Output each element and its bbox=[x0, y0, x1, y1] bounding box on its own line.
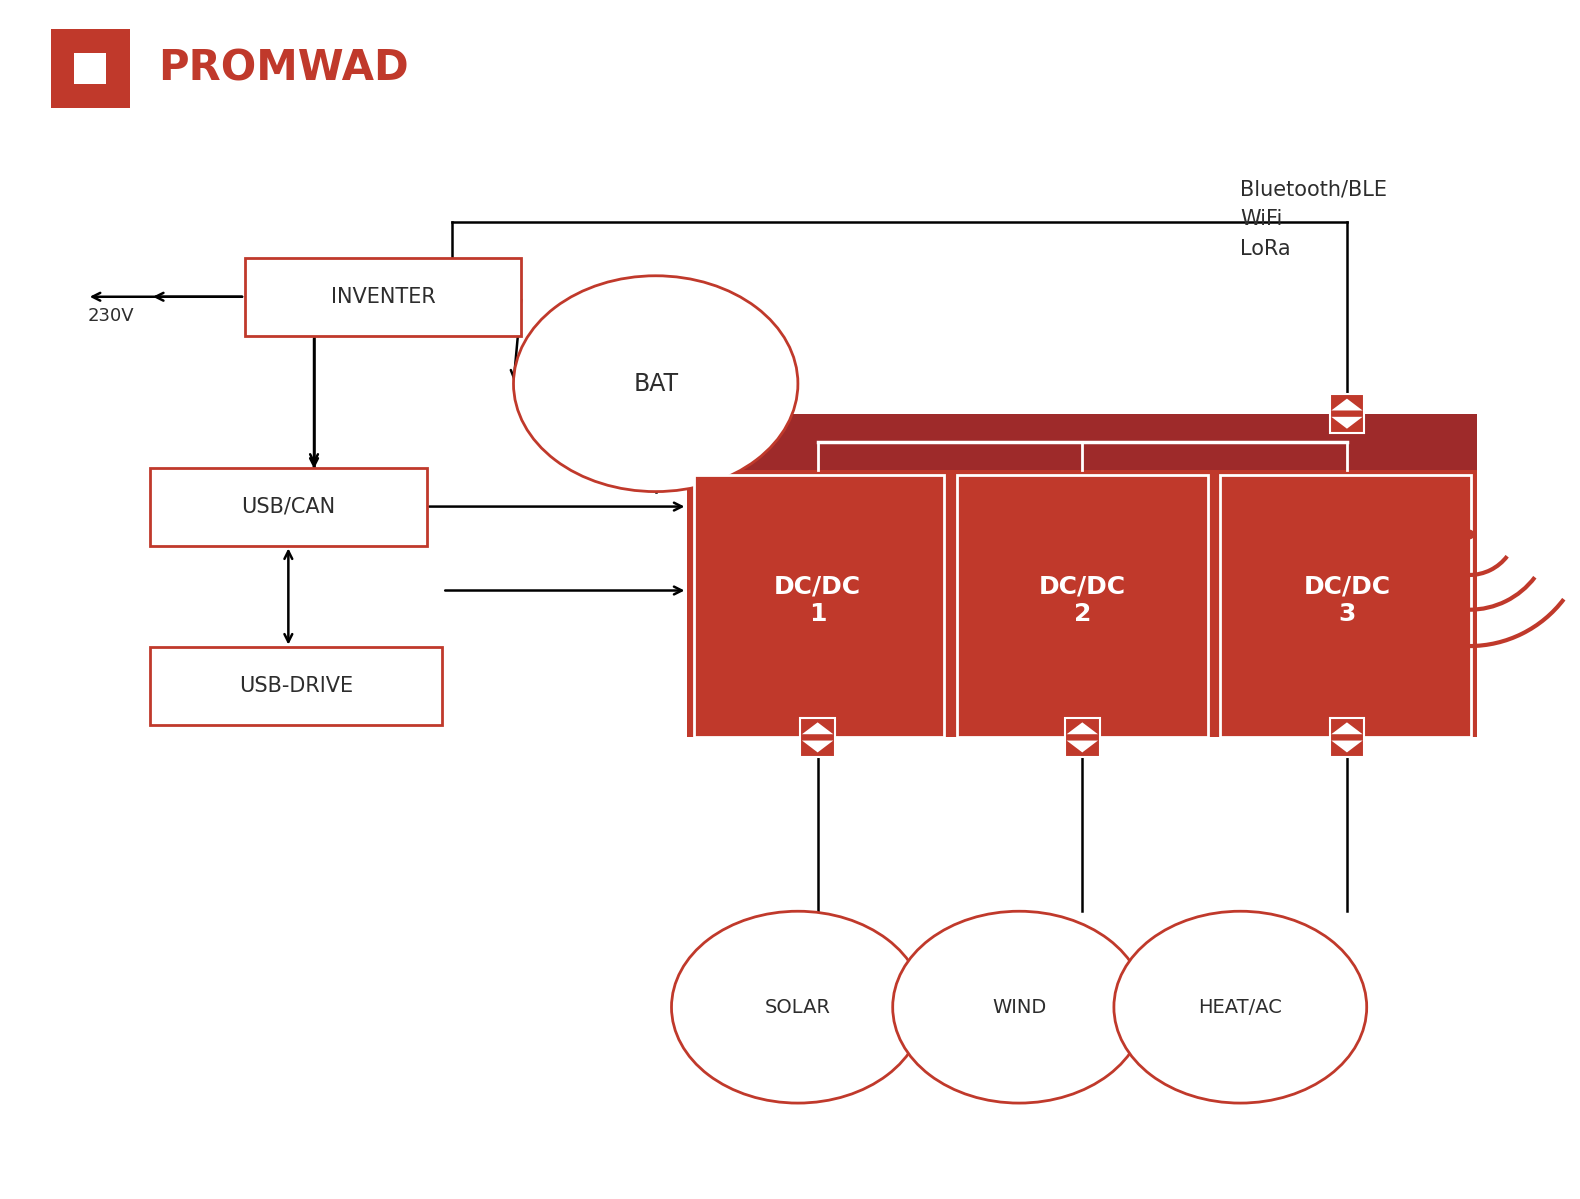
FancyBboxPatch shape bbox=[687, 414, 1477, 737]
Circle shape bbox=[514, 276, 798, 492]
Polygon shape bbox=[803, 722, 833, 734]
FancyBboxPatch shape bbox=[150, 647, 442, 725]
Text: DC/DC
2: DC/DC 2 bbox=[1038, 574, 1127, 626]
Polygon shape bbox=[1066, 741, 1098, 753]
FancyBboxPatch shape bbox=[957, 475, 1207, 737]
FancyBboxPatch shape bbox=[74, 53, 106, 84]
FancyBboxPatch shape bbox=[245, 258, 521, 336]
Text: USB-DRIVE: USB-DRIVE bbox=[239, 676, 354, 697]
Text: DC/DC
3: DC/DC 3 bbox=[1304, 574, 1390, 626]
Polygon shape bbox=[803, 741, 833, 753]
FancyBboxPatch shape bbox=[1330, 718, 1365, 758]
Text: BAT: BAT bbox=[634, 372, 678, 396]
Text: PROMWAD: PROMWAD bbox=[158, 48, 409, 90]
FancyBboxPatch shape bbox=[1065, 718, 1100, 758]
FancyBboxPatch shape bbox=[694, 475, 945, 737]
Polygon shape bbox=[1066, 722, 1098, 734]
Polygon shape bbox=[1332, 417, 1362, 429]
FancyBboxPatch shape bbox=[799, 718, 834, 758]
Text: Bluetooth/BLE
WiFi
LoRa: Bluetooth/BLE WiFi LoRa bbox=[1240, 180, 1387, 259]
Text: USB/CAN: USB/CAN bbox=[242, 496, 335, 517]
Text: DC/DC
1: DC/DC 1 bbox=[774, 574, 861, 626]
Text: 230V: 230V bbox=[87, 307, 134, 325]
Text: WIND: WIND bbox=[992, 998, 1046, 1017]
Polygon shape bbox=[1332, 741, 1362, 753]
Circle shape bbox=[893, 911, 1146, 1103]
FancyBboxPatch shape bbox=[51, 29, 130, 108]
FancyBboxPatch shape bbox=[1220, 475, 1471, 737]
Text: INVENTER: INVENTER bbox=[330, 287, 436, 307]
Circle shape bbox=[1114, 911, 1367, 1103]
Text: HEAT/AC: HEAT/AC bbox=[1198, 998, 1283, 1017]
Polygon shape bbox=[1332, 722, 1362, 734]
Text: SOLAR: SOLAR bbox=[765, 998, 831, 1017]
Polygon shape bbox=[1332, 398, 1362, 410]
Circle shape bbox=[672, 911, 924, 1103]
FancyBboxPatch shape bbox=[687, 414, 1477, 470]
FancyBboxPatch shape bbox=[1330, 394, 1365, 434]
FancyBboxPatch shape bbox=[150, 468, 427, 546]
